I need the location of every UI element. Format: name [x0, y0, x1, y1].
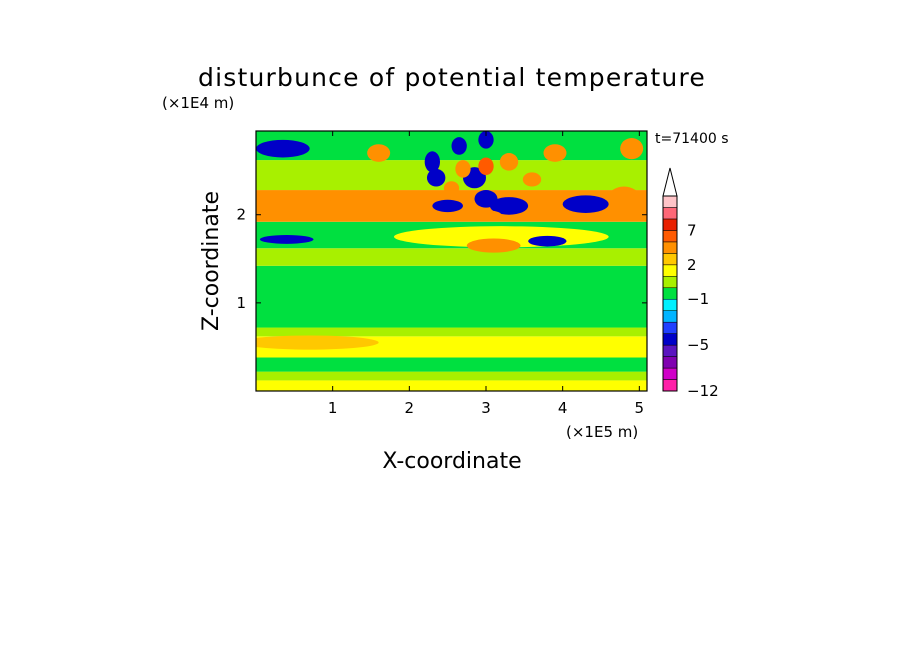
- time-label: t=71400 s: [655, 131, 729, 147]
- y-unit-label: (×1E4 m): [162, 94, 234, 112]
- x-tick-label: 1: [328, 399, 338, 417]
- colorbar-labels: −12−5−127: [687, 221, 719, 400]
- x-unit-label: (×1E5 m): [566, 423, 638, 441]
- x-tick-label: 5: [635, 399, 645, 417]
- x-tick-label: 2: [405, 399, 415, 417]
- contour-cell: [256, 139, 310, 158]
- contour-cell: [608, 186, 640, 208]
- y-axis-ticks: 12: [236, 206, 647, 312]
- contour-band: [256, 248, 647, 266]
- contour-cell: [466, 238, 521, 253]
- contour-cell: [259, 235, 314, 244]
- contour-cell: [478, 131, 494, 149]
- colorbar-tick-label: 2: [687, 256, 697, 274]
- contour-cell: [470, 210, 502, 220]
- contour-features: [256, 131, 644, 350]
- colorbar-swatch: [662, 241, 678, 254]
- colorbar-swatch: [662, 379, 678, 392]
- colorbar-swatch: [662, 310, 678, 323]
- colorbar-swatch: [662, 207, 678, 220]
- colorbar-swatch: [662, 218, 678, 231]
- contour-cell: [451, 137, 467, 155]
- colorbar-swatch: [662, 367, 678, 380]
- contour-bands: [256, 131, 647, 391]
- contour-cell: [489, 197, 529, 215]
- colorbar-frame: [662, 195, 678, 392]
- contour-cell: [543, 144, 567, 162]
- chart-title: disturbunce of potential temperature: [198, 63, 706, 92]
- colorbar-extend-arrow: [662, 167, 678, 197]
- contour-band: [256, 265, 647, 328]
- contour-cell: [367, 144, 391, 162]
- colorbar-swatch: [662, 264, 678, 277]
- colorbar-tick-label: 7: [687, 221, 697, 239]
- x-axis-ticks: 1 2 3 4 5: [328, 131, 644, 417]
- colorbar-swatch: [662, 356, 678, 369]
- contour-cell: [499, 153, 519, 171]
- y-tick-label: 1: [236, 294, 246, 312]
- contour-cell: [256, 192, 333, 216]
- colorbar-swatch: [662, 321, 678, 334]
- contour-band: [256, 327, 647, 337]
- contour-cell: [432, 199, 463, 213]
- contour-cell: [455, 160, 471, 178]
- contour-cell: [256, 335, 379, 350]
- contour-cell: [443, 181, 460, 196]
- contour-band: [256, 357, 647, 372]
- x-tick-label: 3: [481, 399, 491, 417]
- contour-cell: [562, 195, 609, 213]
- contour-band: [256, 371, 647, 381]
- colorbar-swatch: [662, 230, 678, 243]
- colorbar-tick-label: −1: [687, 290, 709, 308]
- colorbar-swatch: [662, 287, 678, 300]
- contour-cell: [522, 172, 542, 187]
- plot-frame: [255, 130, 648, 392]
- contour-cell: [478, 157, 494, 176]
- colorbar-swatch: [662, 298, 678, 311]
- y-axis-label: Z-coordinate: [199, 191, 224, 331]
- y-tick-label: 2: [236, 206, 246, 224]
- x-axis-label: X-coordinate: [382, 449, 521, 474]
- contour-cell: [528, 235, 567, 247]
- x-tick-label: 4: [558, 399, 568, 417]
- colorbar-swatch: [662, 344, 678, 357]
- colorbar-swatch: [662, 195, 678, 208]
- colorbar-tick-label: −12: [687, 382, 719, 400]
- colorbar-tick-label: −5: [687, 336, 709, 354]
- contour-band: [256, 380, 647, 391]
- colorbar-swatch: [662, 276, 678, 289]
- contour-cell: [620, 138, 644, 160]
- contour-band: [256, 131, 647, 161]
- contour-plot-area: [256, 131, 647, 391]
- colorbar: [662, 167, 678, 392]
- contour-cell: [426, 168, 446, 187]
- colorbar-swatch: [662, 333, 678, 346]
- contour-cell: [424, 151, 441, 173]
- colorbar-swatch: [662, 253, 678, 266]
